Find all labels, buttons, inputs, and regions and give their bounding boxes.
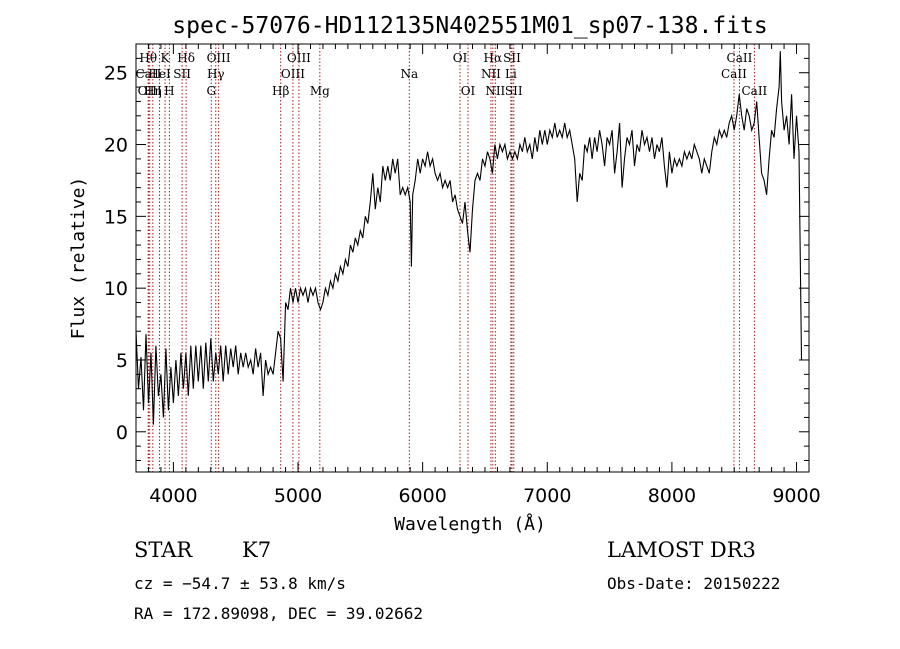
- plot-frame: [135, 43, 810, 473]
- object-class: STAR: [134, 538, 193, 562]
- line-marker-label: CaII: [727, 51, 753, 65]
- line-marker-label: H: [164, 84, 174, 98]
- line-marker-label: Na: [400, 67, 418, 81]
- y-tick-label: 15: [104, 206, 128, 228]
- x-tick-label: 7000: [523, 485, 571, 507]
- y-axis: 0 5 10 15 20 25: [104, 43, 809, 462]
- line-marker-label: K: [161, 51, 171, 65]
- line-marker-label: OIII: [281, 67, 305, 81]
- x-tick-label: 4000: [149, 485, 197, 507]
- line-marker-label: G: [206, 84, 216, 98]
- x-axis-label: Wavelength (Å): [394, 513, 546, 535]
- line-marker-label: OI: [461, 84, 476, 98]
- line-marker-label: NII: [485, 84, 505, 98]
- x-axis: 4000 5000 6000 7000 8000 9000: [135, 44, 821, 507]
- survey-name: LAMOST DR3: [607, 538, 756, 562]
- line-marker-label: SII: [505, 84, 523, 98]
- line-marker-label: Hγ: [207, 67, 225, 81]
- y-tick-label: 25: [104, 63, 128, 85]
- x-tick-label: 8000: [648, 485, 696, 507]
- chart-title: spec-57076-HD112135N402551M01_sp07-138.f…: [172, 13, 767, 39]
- line-marker-label: CaII: [741, 84, 767, 98]
- y-tick-label: 0: [116, 422, 128, 444]
- coordinates: RA = 172.89098, DEC = 39.02662: [134, 604, 423, 623]
- line-marker-label: Hθ: [139, 51, 157, 65]
- line-marker-label: OIII: [287, 51, 311, 65]
- line-marker-label: OI: [453, 51, 468, 65]
- line-marker-label: CaII: [721, 67, 747, 81]
- x-tick-label: 9000: [772, 485, 820, 507]
- spectrum-line: [135, 51, 803, 425]
- observation-date: Obs-Date: 20150222: [607, 574, 781, 593]
- line-marker-label: OIII: [207, 51, 231, 65]
- line-marker-label: Hα: [484, 51, 503, 65]
- y-axis-label: Flux (relative): [68, 177, 89, 340]
- redshift-velocity: cz = −54.7 ± 53.8 km/s: [134, 574, 346, 593]
- line-marker-label: Hη: [144, 84, 162, 98]
- y-tick-label: 5: [116, 350, 128, 372]
- y-tick-label: 20: [104, 135, 128, 157]
- line-marker-label: Li: [505, 67, 517, 81]
- line-marker-label: Mg: [310, 84, 330, 98]
- object-subclass: K7: [242, 538, 272, 562]
- line-marker-label: SII: [173, 67, 191, 81]
- line-marker-label: CaII: [136, 67, 162, 81]
- y-tick-label: 10: [104, 278, 128, 300]
- line-marker-label: Hβ: [272, 84, 289, 98]
- line-marker-label: HeI: [148, 67, 171, 81]
- line-marker-label: SII: [503, 51, 521, 65]
- line-marker-label: OIII: [138, 84, 162, 98]
- line-marker-label: Hδ: [177, 51, 195, 65]
- x-tick-label: 5000: [274, 485, 322, 507]
- line-marker-label: NII: [481, 67, 501, 81]
- x-tick-label: 6000: [398, 485, 446, 507]
- line-markers: [147, 44, 755, 472]
